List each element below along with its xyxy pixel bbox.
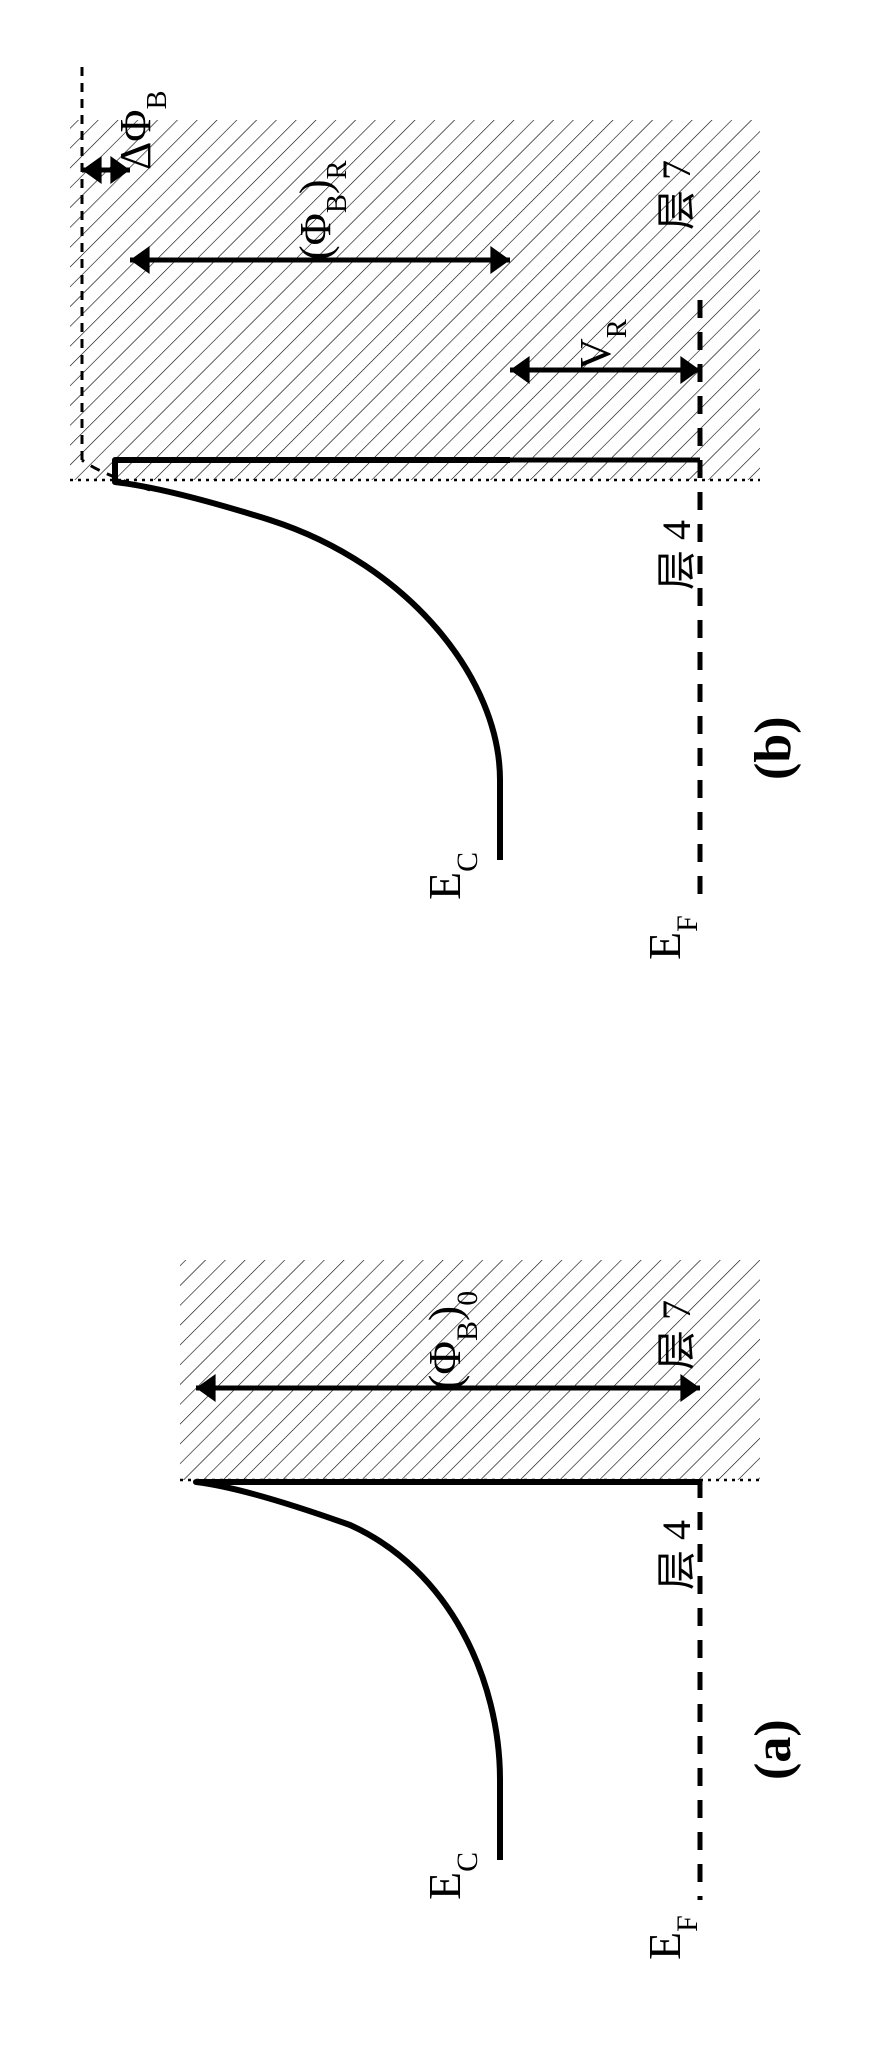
svg-text:EF: EF [639,1915,704,1960]
svg-text:EC: EC [419,1852,484,1900]
svg-text:(b): (b) [745,716,802,780]
svg-text:(a): (a) [745,1719,802,1780]
panel-a: (a)层 4层 7EFEC(ΦB)0 [180,1260,802,1960]
panel-b: (b)层 4层 7EFECΔΦB(ΦB)RVR [70,60,802,960]
ec-curve [196,1482,700,1860]
svg-text:EF: EF [639,915,704,960]
svg-text:层 7: 层 7 [654,160,699,230]
ec-curve [115,460,510,860]
svg-text:层 7: 层 7 [654,1300,699,1370]
figure-canvas: (a)层 4层 7EFEC(ΦB)0(b)层 4层 7EFECΔΦB(ΦB)RV… [0,0,880,2046]
svg-text:EC: EC [419,852,484,900]
svg-text:层 4: 层 4 [654,1520,699,1590]
svg-text:层 4: 层 4 [654,520,699,590]
